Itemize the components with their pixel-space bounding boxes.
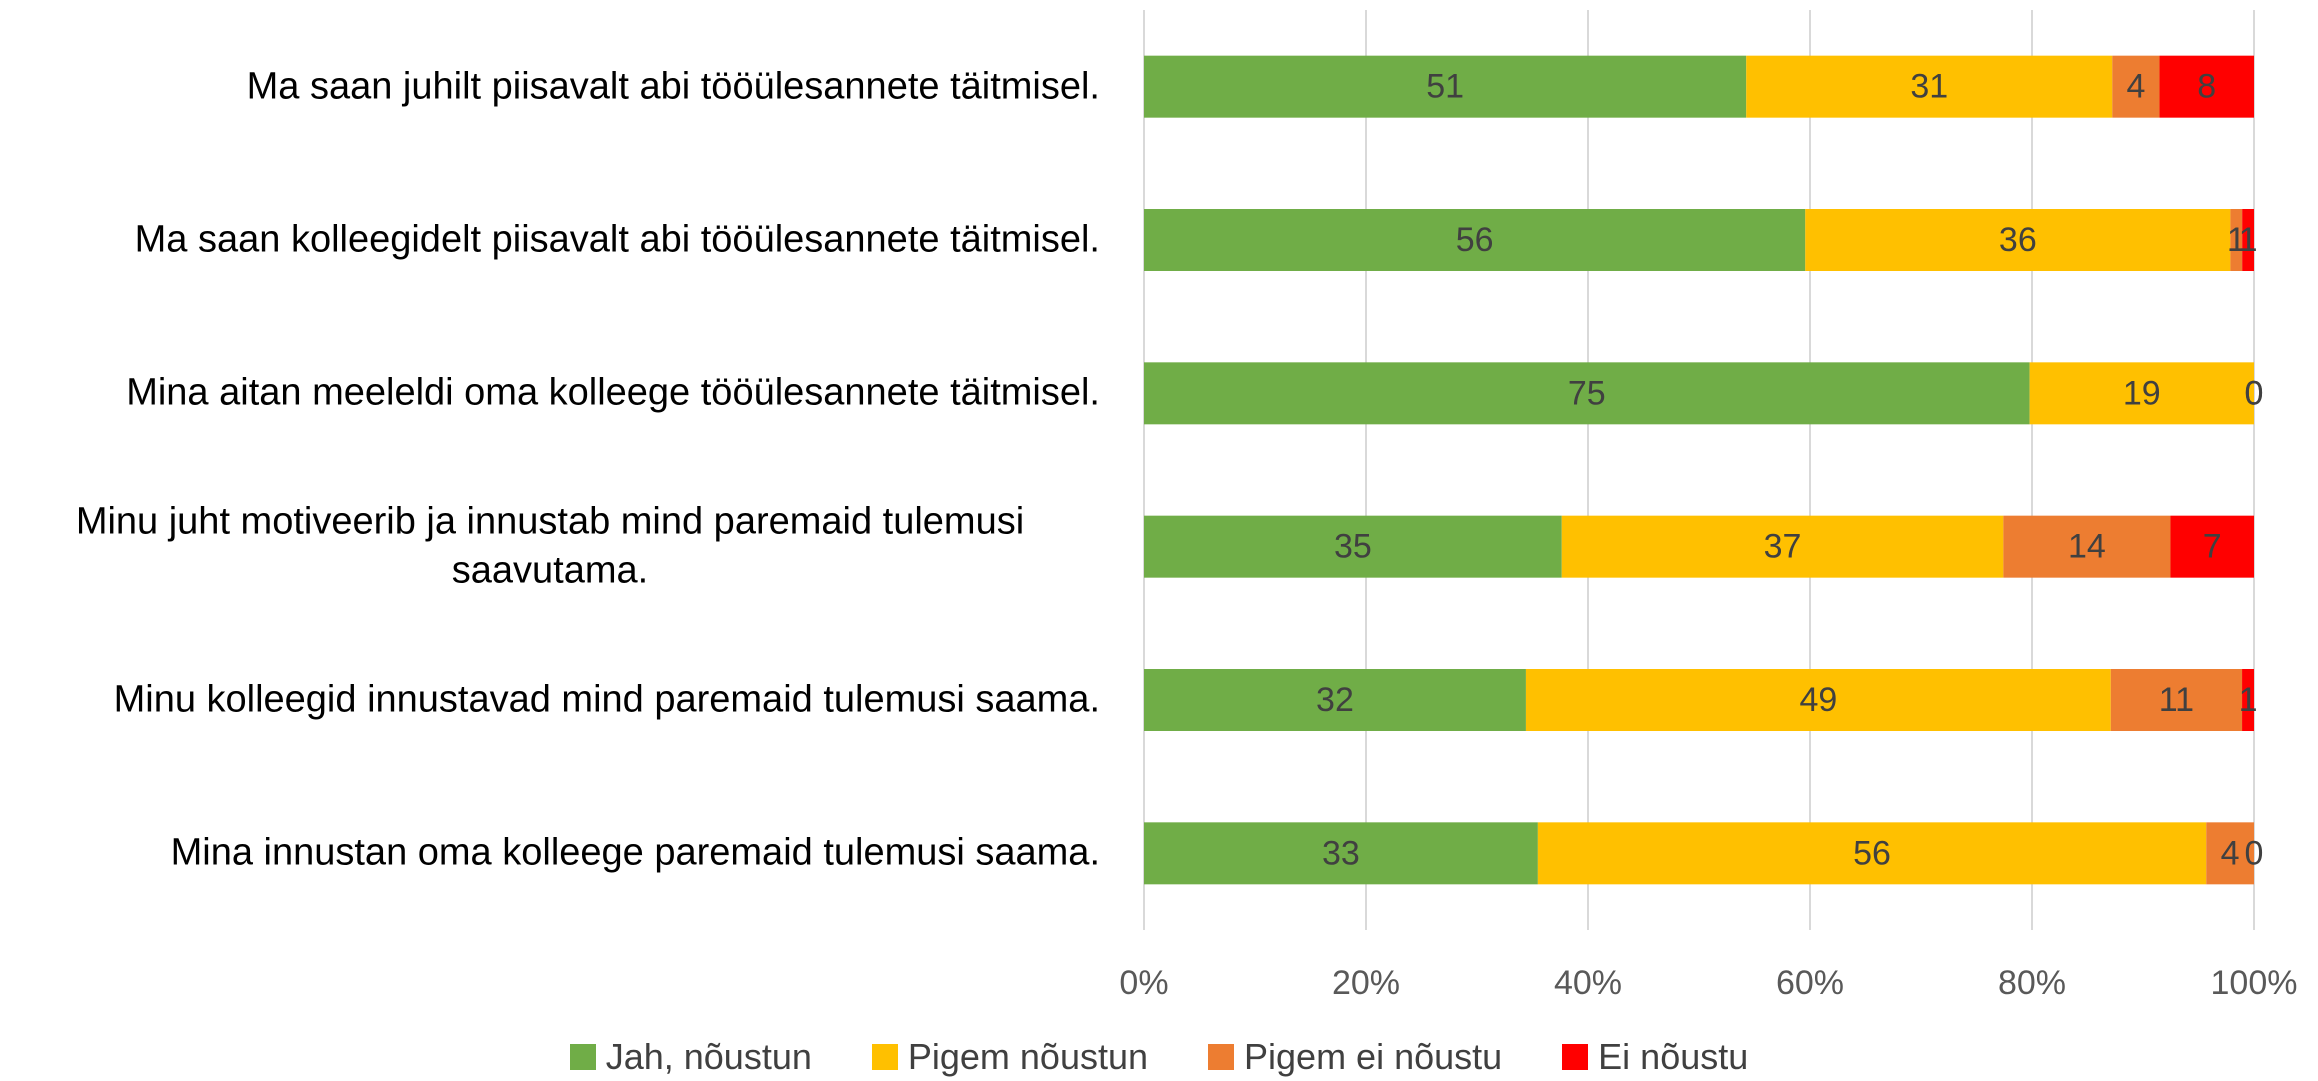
data-label: 7 bbox=[2203, 528, 2222, 566]
bar-segment bbox=[1144, 55, 1747, 118]
legend-item: Pigem ei nõustu bbox=[1208, 1036, 1502, 1078]
legend-label: Pigem nõustun bbox=[907, 1036, 1149, 1077]
bar-segment bbox=[1144, 362, 2030, 425]
x-tick-label: 0% bbox=[1119, 964, 1168, 1002]
legend-swatch bbox=[1208, 1044, 1235, 1070]
category-label: Minu juht motiveerib ja innustab mind pa… bbox=[0, 497, 1100, 596]
data-label: 36 bbox=[1999, 221, 2037, 259]
bar-segment bbox=[2242, 669, 2254, 731]
x-tick-label: 100% bbox=[2211, 964, 2298, 1002]
x-tick-label: 60% bbox=[1776, 964, 1844, 1002]
legend-item: Ei nõustu bbox=[1562, 1036, 1748, 1078]
data-label: 37 bbox=[1764, 528, 1802, 566]
bar-segment bbox=[1525, 669, 2111, 731]
category-text: Ma saan kolleegidelt piisavalt abi tööül… bbox=[134, 218, 1100, 261]
data-label: 35 bbox=[1334, 528, 1372, 566]
legend-label: Jah, nõustun bbox=[605, 1036, 812, 1077]
data-label: 0 bbox=[2245, 374, 2264, 412]
data-label: 51 bbox=[1426, 68, 1464, 106]
bar-segment bbox=[2159, 55, 2254, 118]
bar-segment bbox=[1144, 822, 1538, 885]
data-label: 1 bbox=[2227, 221, 2246, 259]
data-label: 33 bbox=[1322, 834, 1360, 872]
data-label: 11 bbox=[2159, 681, 2194, 719]
legend: Jah, nõustun Pigem nõustun Pigem ei nõustu… bbox=[0, 1036, 2318, 1078]
bar-segment bbox=[1561, 515, 2004, 578]
data-label: 56 bbox=[1853, 834, 1891, 872]
category-text: Minu juht motiveerib ja innustab mind pa… bbox=[75, 500, 1025, 592]
data-label: 0 bbox=[2245, 374, 2264, 412]
legend-swatch bbox=[1562, 1044, 1589, 1070]
category-text: Mina innustan oma kolleege paremaid tule… bbox=[170, 831, 1100, 874]
bar-segment bbox=[1144, 515, 1562, 578]
legend-item: Pigem nõustun bbox=[871, 1036, 1149, 1078]
category-text: Minu kolleegid innustavad mind paremaid … bbox=[113, 678, 1100, 721]
x-tick-label: 40% bbox=[1554, 964, 1622, 1002]
legend-label: Pigem ei nõustu bbox=[1244, 1036, 1503, 1077]
category-label: Ma saan juhilt piisavalt abi tööülesanne… bbox=[0, 62, 1100, 111]
data-label: 14 bbox=[2068, 528, 2106, 566]
x-tick-label: 20% bbox=[1332, 964, 1400, 1002]
bar-segment bbox=[1537, 822, 2207, 885]
data-label: 1 bbox=[2239, 681, 2258, 719]
bar-segment bbox=[2206, 822, 2254, 885]
data-label: 19 bbox=[2123, 374, 2161, 412]
bar-segment bbox=[2230, 209, 2243, 271]
bar-segment bbox=[1805, 209, 2231, 271]
data-label: 0 bbox=[2245, 834, 2264, 872]
category-label: Ma saan kolleegidelt piisavalt abi tööül… bbox=[0, 215, 1100, 264]
data-label: 75 bbox=[1568, 374, 1606, 412]
legend-label: Ei nõustu bbox=[1598, 1036, 1749, 1077]
bar-segment bbox=[1746, 55, 2113, 118]
data-label: 4 bbox=[2126, 68, 2145, 106]
data-label: 8 bbox=[2197, 68, 2216, 106]
bar-segment bbox=[2110, 669, 2243, 731]
category-label: Mina innustan oma kolleege paremaid tule… bbox=[0, 829, 1100, 878]
bar-segment bbox=[2170, 515, 2254, 578]
category-text: Ma saan juhilt piisavalt abi tööülesanne… bbox=[246, 64, 1100, 107]
category-label: Minu kolleegid innustavad mind paremaid … bbox=[0, 675, 1100, 724]
bar-segment bbox=[1144, 669, 1526, 731]
category-label: Mina aitan meeleldi oma kolleege tööüles… bbox=[0, 369, 1100, 418]
x-tick-label: 80% bbox=[1998, 964, 2066, 1002]
data-label: 1 bbox=[2239, 221, 2258, 259]
bar-segment bbox=[2003, 515, 2171, 578]
data-label: 49 bbox=[1799, 681, 1837, 719]
category-text: Mina aitan meeleldi oma kolleege tööüles… bbox=[126, 371, 1100, 414]
data-label: 4 bbox=[2221, 834, 2240, 872]
legend-swatch bbox=[569, 1044, 596, 1070]
bar-segment bbox=[2029, 362, 2254, 425]
data-label: 31 bbox=[1910, 68, 1948, 106]
data-label: 56 bbox=[1456, 221, 1494, 259]
bar-segment bbox=[2242, 209, 2254, 271]
legend-swatch bbox=[871, 1044, 898, 1070]
bar-segment bbox=[1144, 209, 1806, 271]
bar-segment bbox=[2112, 55, 2160, 118]
data-label: 32 bbox=[1316, 681, 1354, 719]
legend-item: Jah, nõustun bbox=[569, 1036, 812, 1078]
